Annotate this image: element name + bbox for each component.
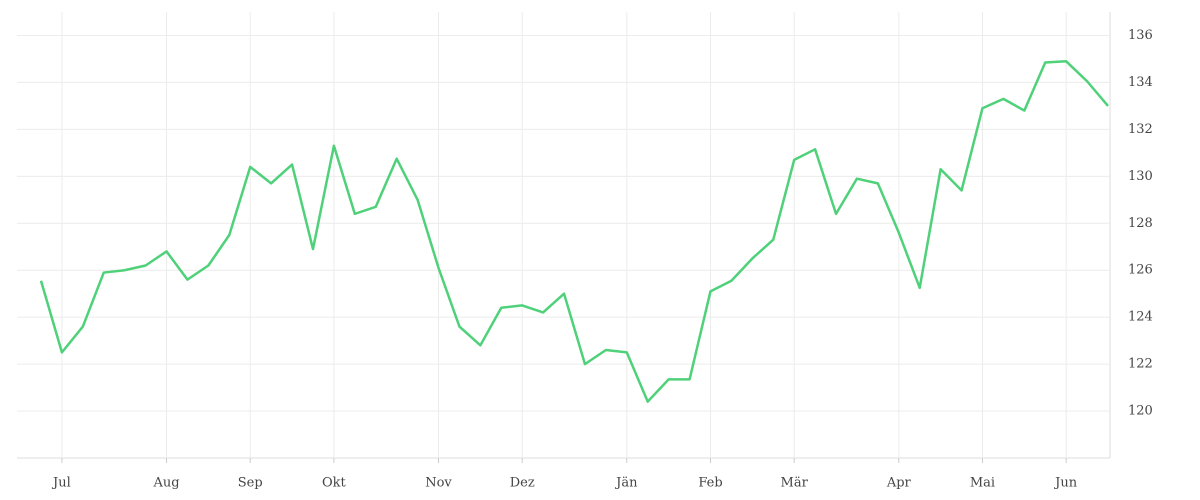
x-tick-label: Jul [51, 476, 71, 491]
x-tick-label: Apr [886, 476, 912, 491]
x-tick-label: Aug [152, 476, 179, 491]
x-tick-label: Nov [425, 476, 452, 491]
y-tick-label: 128 [1128, 216, 1153, 231]
y-tick-label: 136 [1128, 28, 1153, 43]
line [39, 60, 1109, 403]
y-tick-label: 126 [1128, 263, 1153, 278]
x-tick-label: Dez [510, 476, 535, 491]
x-tick-label: Okt [322, 476, 347, 491]
x-tick-label: Feb [698, 476, 722, 491]
y-tick-label: 120 [1128, 404, 1153, 419]
y-tick-label: 124 [1128, 310, 1153, 325]
y-tick-label: 122 [1128, 357, 1153, 372]
y-tick-label: 134 [1128, 75, 1153, 90]
x-tick-label: Mai [970, 476, 995, 491]
y-tick-label: 132 [1128, 122, 1153, 137]
x-tick-label: Mär [781, 476, 809, 491]
y-tick-label: 130 [1128, 169, 1153, 184]
x-tick-label: Jän [614, 476, 638, 491]
x-tick-label: Jun [1053, 476, 1078, 491]
x-tick-label: Sep [238, 476, 263, 491]
